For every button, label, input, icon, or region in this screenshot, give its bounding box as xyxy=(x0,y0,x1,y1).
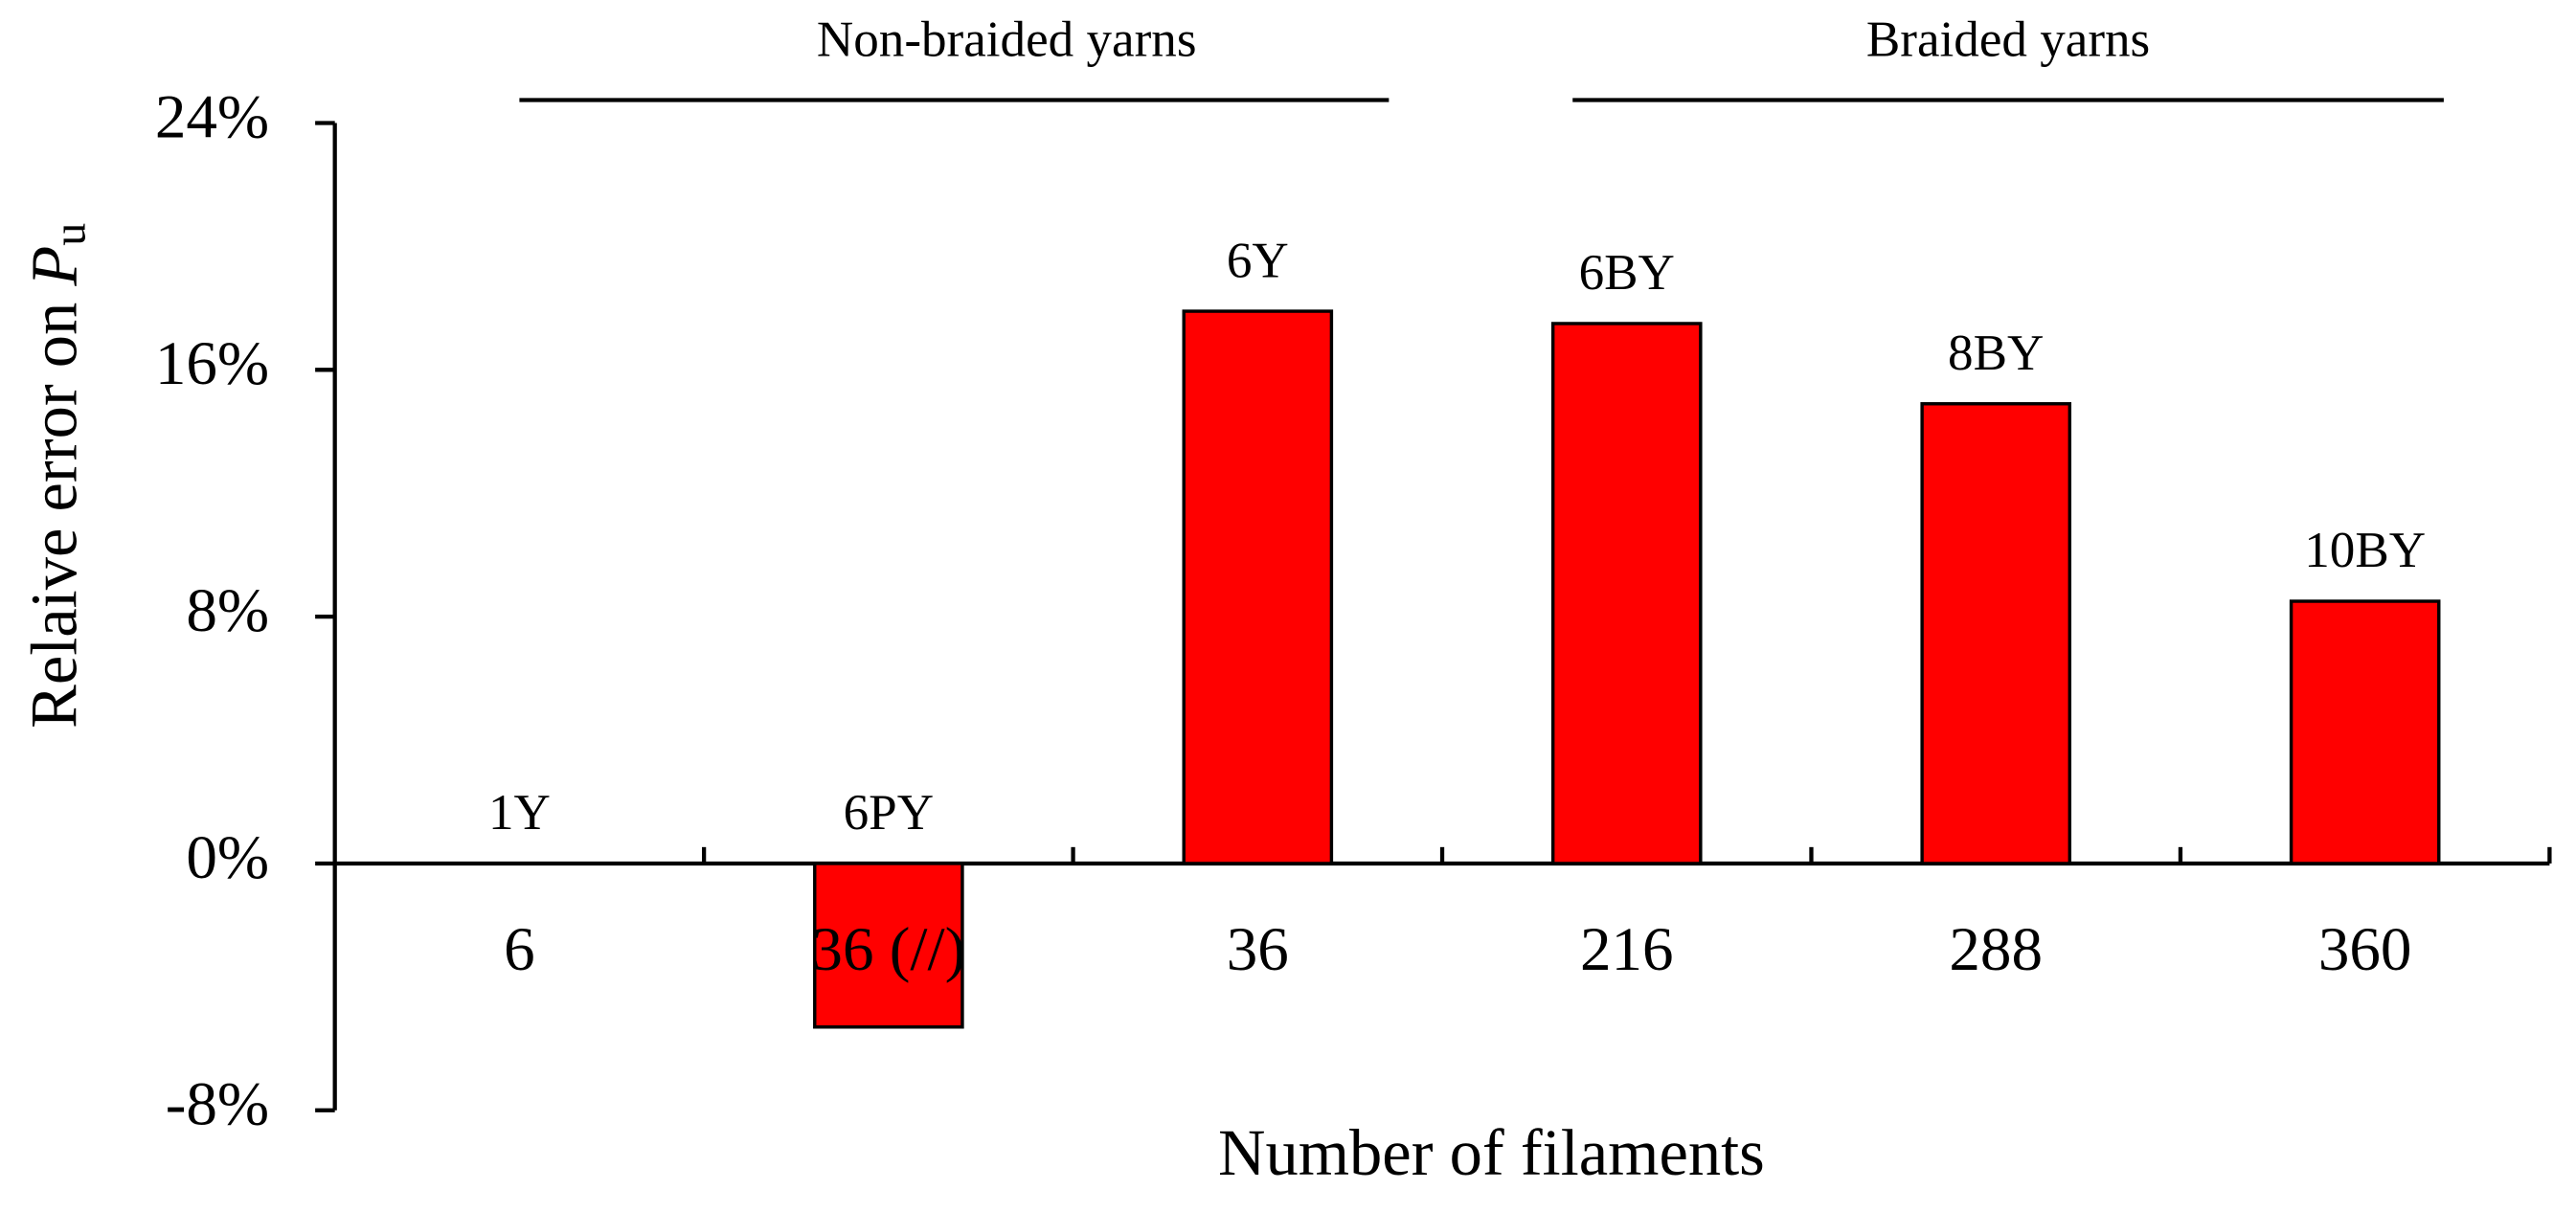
bar-label: 1Y xyxy=(488,785,551,841)
bar xyxy=(2289,599,2441,865)
bar-label: 6PY xyxy=(844,785,934,841)
group-label: Non-braided yarns xyxy=(817,11,1197,67)
y-tick-label: 8% xyxy=(186,576,269,645)
group-label: Braided yarns xyxy=(1866,11,2150,67)
bar xyxy=(813,862,964,1029)
x-tick-label: 36 (//) xyxy=(811,915,965,984)
y-tick-label: 24% xyxy=(155,82,269,151)
x-tick-label: 360 xyxy=(2318,915,2412,984)
y-tick-label: 16% xyxy=(155,329,269,398)
x-tick-label: 216 xyxy=(1580,915,1674,984)
y-tick-label: 0% xyxy=(186,823,269,892)
x-tick-label: 36 xyxy=(1227,915,1289,984)
x-tick-label: 288 xyxy=(1949,915,2043,984)
x-tick-label: 6 xyxy=(504,915,535,984)
y-axis-label: Relaive error on Pu xyxy=(17,223,95,729)
bar-label: 10BY xyxy=(2304,523,2426,578)
bar-label: 6BY xyxy=(1579,245,1675,301)
bar xyxy=(1920,402,2072,865)
bar-label: 6Y xyxy=(1227,233,1289,288)
bar-label: 8BY xyxy=(1948,325,2044,381)
bar xyxy=(1182,309,1334,865)
y-tick-label: -8% xyxy=(166,1070,269,1139)
bar xyxy=(1550,322,1703,865)
x-axis-label: Number of filaments xyxy=(1218,1116,1765,1189)
